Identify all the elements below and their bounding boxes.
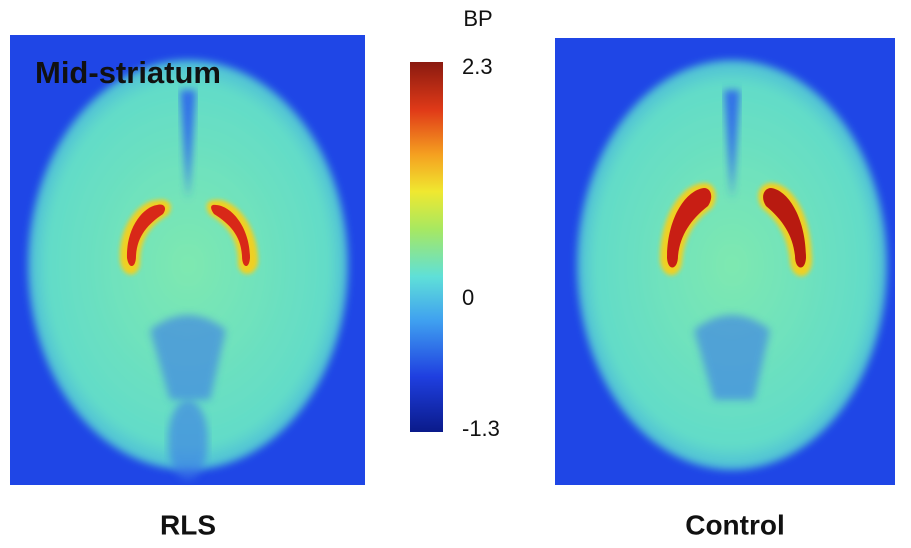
control-scan xyxy=(555,38,895,485)
colorbar-ticks: 2.3 0 -1.3 xyxy=(462,54,500,441)
colorbar-tick-label: -1.3 xyxy=(462,416,500,441)
panel-title: Mid-striatum xyxy=(35,55,221,90)
colorbar xyxy=(410,62,443,432)
colorbar-tick-label: 2.3 xyxy=(462,54,493,79)
image-label: RLS xyxy=(160,509,216,540)
colorbar-tick-label: 0 xyxy=(462,285,474,310)
image-label: Control xyxy=(685,509,785,540)
rls-scan xyxy=(10,35,365,485)
colorbar-label: BP xyxy=(463,6,492,31)
